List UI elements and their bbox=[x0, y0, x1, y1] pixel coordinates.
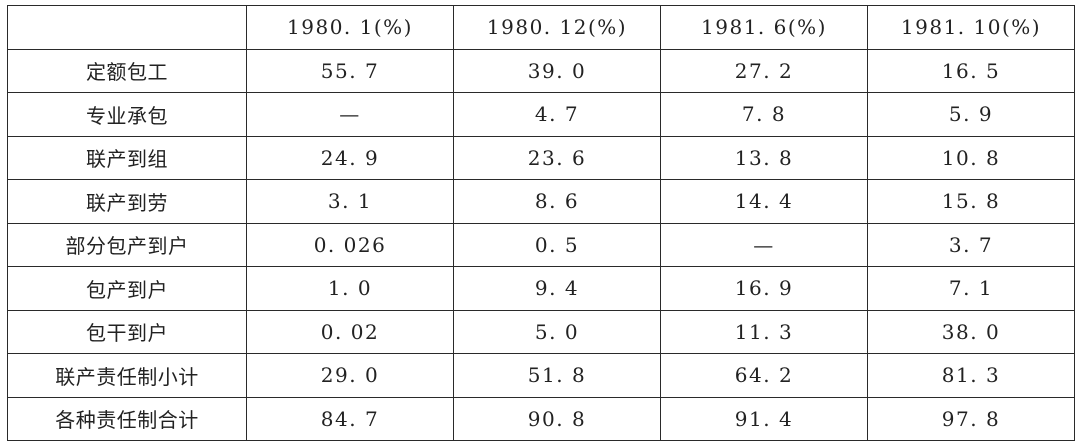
table-cell: 0. 5 bbox=[453, 222, 661, 267]
table-cell: 4. 7 bbox=[453, 92, 661, 137]
table-cell: 55. 7 bbox=[246, 48, 454, 93]
table-cell: 11. 3 bbox=[660, 309, 868, 354]
table-cell: 0. 02 bbox=[246, 309, 454, 354]
table-cell: 3. 1 bbox=[246, 179, 454, 224]
column-header-1981-6: 1981. 6(%) bbox=[660, 5, 868, 50]
table-cell: 9. 4 bbox=[453, 266, 661, 311]
table-cell: 7. 1 bbox=[867, 266, 1075, 311]
table-row: 包产到户 1. 0 9. 4 16. 9 7. 1 bbox=[7, 266, 1075, 311]
row-label: 各种责任制合计 bbox=[7, 396, 247, 441]
table-cell: 81. 3 bbox=[867, 353, 1075, 398]
column-header-1980-1: 1980. 1(%) bbox=[246, 5, 454, 50]
table-cell: 16. 5 bbox=[867, 48, 1075, 93]
table-row: 联产到劳 3. 1 8. 6 14. 4 15. 8 bbox=[7, 179, 1075, 224]
table-cell: 64. 2 bbox=[660, 353, 868, 398]
table-cell: — bbox=[660, 222, 868, 267]
table-cell: 84. 7 bbox=[246, 396, 454, 441]
table-cell: 1. 0 bbox=[246, 266, 454, 311]
table-cell: 7. 8 bbox=[660, 92, 868, 137]
table-row: 定额包工 55. 7 39. 0 27. 2 16. 5 bbox=[7, 48, 1075, 93]
row-label: 包干到户 bbox=[7, 309, 247, 354]
column-header-1980-12: 1980. 12(%) bbox=[453, 5, 661, 50]
responsibility-system-table: 1980. 1(%) 1980. 12(%) 1981. 6(%) 1981. … bbox=[7, 5, 1075, 441]
table-row: 各种责任制合计 84. 7 90. 8 91. 4 97. 8 bbox=[7, 396, 1075, 441]
table-cell: 3. 7 bbox=[867, 222, 1075, 267]
row-label: 专业承包 bbox=[7, 92, 247, 137]
table-cell: 39. 0 bbox=[453, 48, 661, 93]
table-cell: — bbox=[246, 92, 454, 137]
table-cell: 15. 8 bbox=[867, 179, 1075, 224]
table-cell: 91. 4 bbox=[660, 396, 868, 441]
table-cell: 24. 9 bbox=[246, 135, 454, 180]
table-cell: 27. 2 bbox=[660, 48, 868, 93]
header-row: 1980. 1(%) 1980. 12(%) 1981. 6(%) 1981. … bbox=[7, 5, 1075, 50]
table-cell: 29. 0 bbox=[246, 353, 454, 398]
table-cell: 90. 8 bbox=[453, 396, 661, 441]
table-row: 联产到组 24. 9 23. 6 13. 8 10. 8 bbox=[7, 135, 1075, 180]
table-cell: 10. 8 bbox=[867, 135, 1075, 180]
table-cell: 13. 8 bbox=[660, 135, 868, 180]
row-label: 联产到组 bbox=[7, 135, 247, 180]
row-label: 包产到户 bbox=[7, 266, 247, 311]
table-cell: 38. 0 bbox=[867, 309, 1075, 354]
table-cell: 16. 9 bbox=[660, 266, 868, 311]
row-label: 联产到劳 bbox=[7, 179, 247, 224]
row-label: 定额包工 bbox=[7, 48, 247, 93]
corner-header-cell bbox=[7, 5, 247, 50]
table-cell: 8. 6 bbox=[453, 179, 661, 224]
row-label: 部分包产到户 bbox=[7, 222, 247, 267]
table-cell: 5. 0 bbox=[453, 309, 661, 354]
table-row: 部分包产到户 0. 026 0. 5 — 3. 7 bbox=[7, 222, 1075, 267]
table-cell: 5. 9 bbox=[867, 92, 1075, 137]
table-cell: 23. 6 bbox=[453, 135, 661, 180]
table-row: 联产责任制小计 29. 0 51. 8 64. 2 81. 3 bbox=[7, 353, 1075, 398]
column-header-1981-10: 1981. 10(%) bbox=[867, 5, 1075, 50]
table-row: 专业承包 — 4. 7 7. 8 5. 9 bbox=[7, 92, 1075, 137]
table-cell: 14. 4 bbox=[660, 179, 868, 224]
table-cell: 0. 026 bbox=[246, 222, 454, 267]
table-row: 包干到户 0. 02 5. 0 11. 3 38. 0 bbox=[7, 309, 1075, 354]
row-label: 联产责任制小计 bbox=[7, 353, 247, 398]
table-cell: 97. 8 bbox=[867, 396, 1075, 441]
table-cell: 51. 8 bbox=[453, 353, 661, 398]
